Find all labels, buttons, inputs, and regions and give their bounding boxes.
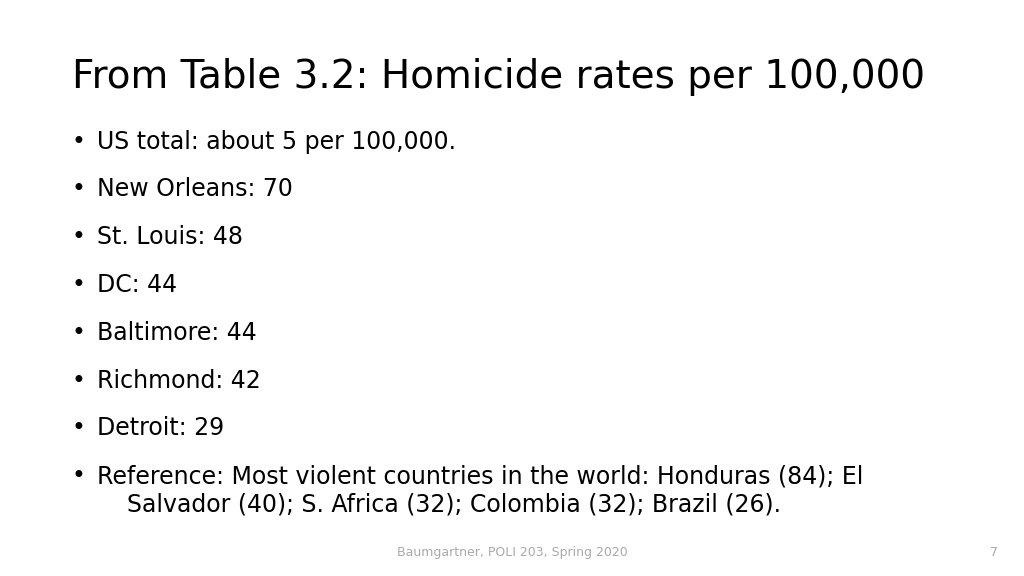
Text: New Orleans: 70: New Orleans: 70: [97, 177, 293, 202]
Text: DC: 44: DC: 44: [97, 273, 177, 297]
Text: •: •: [72, 273, 86, 297]
Text: •: •: [72, 177, 86, 202]
Text: •: •: [72, 321, 86, 345]
Text: 7: 7: [990, 545, 998, 559]
Text: •: •: [72, 464, 86, 488]
Text: •: •: [72, 130, 86, 154]
Text: Baltimore: 44: Baltimore: 44: [97, 321, 257, 345]
Text: US total: about 5 per 100,000.: US total: about 5 per 100,000.: [97, 130, 457, 154]
Text: Richmond: 42: Richmond: 42: [97, 369, 261, 393]
Text: From Table 3.2: Homicide rates per 100,000: From Table 3.2: Homicide rates per 100,0…: [72, 58, 925, 96]
Text: •: •: [72, 416, 86, 441]
Text: •: •: [72, 225, 86, 249]
Text: Detroit: 29: Detroit: 29: [97, 416, 224, 441]
Text: •: •: [72, 369, 86, 393]
Text: St. Louis: 48: St. Louis: 48: [97, 225, 244, 249]
Text: Baumgartner, POLI 203, Spring 2020: Baumgartner, POLI 203, Spring 2020: [396, 545, 628, 559]
Text: Reference: Most violent countries in the world: Honduras (84); El
    Salvador (: Reference: Most violent countries in the…: [97, 464, 863, 516]
